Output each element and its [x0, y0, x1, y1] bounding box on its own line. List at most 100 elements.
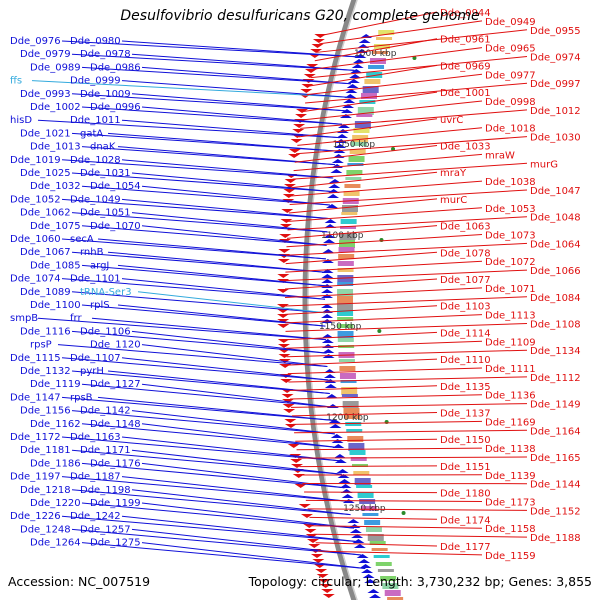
- forward-gene-arrow: [321, 279, 333, 283]
- left-gene-label: Dde_0976: [10, 36, 61, 47]
- reverse-gene-arrow: [295, 114, 307, 118]
- left-gene-label: Dde_0980: [70, 36, 121, 47]
- left-gene-label: Dde_1127: [90, 379, 141, 390]
- forward-gene-arrow: [337, 469, 349, 473]
- reverse-gene-arrow: [313, 39, 325, 43]
- feature-block: [346, 429, 362, 432]
- feature-block: [358, 492, 374, 498]
- left-gene-label: frr: [70, 313, 82, 324]
- left-leader-line: [98, 397, 333, 420]
- right-leader-line: [288, 368, 482, 374]
- right-gene-label: Dde_1152: [530, 506, 581, 517]
- forward-gene-arrow: [326, 394, 338, 398]
- feature-block: [341, 212, 357, 215]
- left-gene-label: Dde_1031: [80, 168, 131, 179]
- feature-block: [368, 65, 384, 69]
- left-gene-label: Dde_1181: [20, 445, 71, 456]
- feature-block: [342, 394, 358, 397]
- left-gene-label: Dde_1226: [10, 511, 61, 522]
- left-gene-label: Dde_1187: [70, 472, 121, 483]
- left-gene-label: Dde_1218: [20, 485, 71, 496]
- reverse-gene-arrow: [315, 569, 327, 573]
- right-leader-line: [304, 492, 437, 493]
- left-gene-label: gatA: [80, 128, 103, 139]
- left-gene-label: Dde_1120: [90, 340, 141, 351]
- feature-block: [353, 471, 369, 475]
- left-gene-label: Dde_1142: [80, 406, 131, 417]
- right-leader-line: [285, 297, 527, 306]
- right-gene-label: Dde_1064: [530, 239, 581, 250]
- right-gene-label: Dde_1135: [440, 382, 491, 393]
- left-gene-label: Dde_1119: [30, 379, 81, 390]
- left-gene-label: Dde_0993: [20, 89, 71, 100]
- right-leader-line: [290, 190, 527, 205]
- left-leader-line: [122, 81, 348, 98]
- forward-gene-arrow: [325, 219, 337, 223]
- forward-gene-arrow: [339, 479, 351, 483]
- feature-block: [350, 450, 366, 455]
- right-leader-line: [294, 430, 527, 432]
- forward-gene-arrow: [329, 424, 341, 428]
- right-gene-label: Dde_1109: [485, 337, 536, 348]
- reverse-gene-arrow: [311, 554, 323, 558]
- right-gene-label: Dde_1001: [440, 88, 491, 99]
- left-gene-label: Dde_1011: [70, 115, 121, 126]
- forward-gene-arrow: [321, 289, 333, 293]
- right-gene-label: Dde_1108: [530, 320, 581, 331]
- left-gene-label: Dde_1264: [30, 538, 81, 549]
- left-gene-label: Dde_1049: [70, 194, 121, 205]
- reverse-gene-arrow: [291, 464, 303, 468]
- right-gene-label: Dde_1139: [485, 471, 536, 482]
- right-leader-line: [285, 288, 482, 298]
- feature-block: [337, 289, 353, 297]
- right-gene-label: Dde_0977: [485, 70, 536, 81]
- right-gene-label: Dde_1150: [440, 435, 491, 446]
- right-gene-label: mraW: [485, 150, 515, 161]
- left-gene-label: Dde_1107: [70, 353, 121, 364]
- left-leader-line: [122, 516, 357, 541]
- forward-gene-arrow: [328, 184, 340, 188]
- left-gene-label: Dde_1275: [90, 538, 141, 549]
- right-gene-label: Dde_0997: [530, 79, 581, 90]
- right-gene-label: Dde_1138: [485, 444, 536, 455]
- left-leader-line: [142, 107, 342, 124]
- right-leader-line: [286, 341, 482, 348]
- right-leader-line: [287, 350, 527, 356]
- feature-block: [348, 443, 364, 451]
- reverse-gene-arrow: [283, 409, 295, 413]
- reverse-gene-arrow: [305, 69, 317, 73]
- left-leader-line: [142, 384, 331, 407]
- reverse-gene-arrow: [288, 154, 300, 158]
- left-gene-label: ffs: [10, 76, 22, 87]
- left-gene-label: Dde_0996: [90, 102, 141, 113]
- forward-gene-arrow: [367, 589, 379, 593]
- scale-tick-label: 1000 kbp: [354, 49, 397, 59]
- left-gene-label: Dde_1060: [10, 234, 61, 245]
- right-gene-label: Dde_1180: [440, 489, 491, 500]
- left-gene-label: tRNA-Ser3: [80, 287, 132, 298]
- reverse-gene-arrow: [284, 419, 296, 423]
- right-leader-line: [290, 395, 482, 399]
- right-leader-line: [285, 261, 482, 272]
- scale-tick-mark: [402, 511, 406, 515]
- right-gene-label: Dde_1018: [485, 124, 536, 135]
- right-gene-label: Dde_1188: [530, 533, 581, 544]
- right-gene-label: mraY: [440, 168, 467, 179]
- left-gene-label: Dde_1186: [30, 458, 81, 469]
- reverse-gene-arrow: [308, 544, 320, 548]
- left-gene-label: Dde_1162: [30, 419, 81, 430]
- reverse-gene-arrow: [279, 354, 291, 358]
- right-gene-label: Dde_1077: [440, 275, 491, 286]
- right-gene-label: Dde_0961: [440, 35, 491, 46]
- reverse-gene-arrow: [278, 259, 290, 263]
- right-gene-label: Dde_1111: [485, 364, 536, 375]
- right-gene-label: Dde_0969: [440, 61, 491, 72]
- feature-block: [374, 555, 390, 558]
- reverse-gene-arrow: [277, 274, 289, 278]
- left-gene-label: Dde_1257: [80, 524, 131, 535]
- feature-block: [349, 156, 365, 162]
- forward-gene-arrow: [324, 374, 336, 378]
- feature-block: [385, 590, 401, 596]
- right-gene-label: Dde_1114: [440, 328, 491, 339]
